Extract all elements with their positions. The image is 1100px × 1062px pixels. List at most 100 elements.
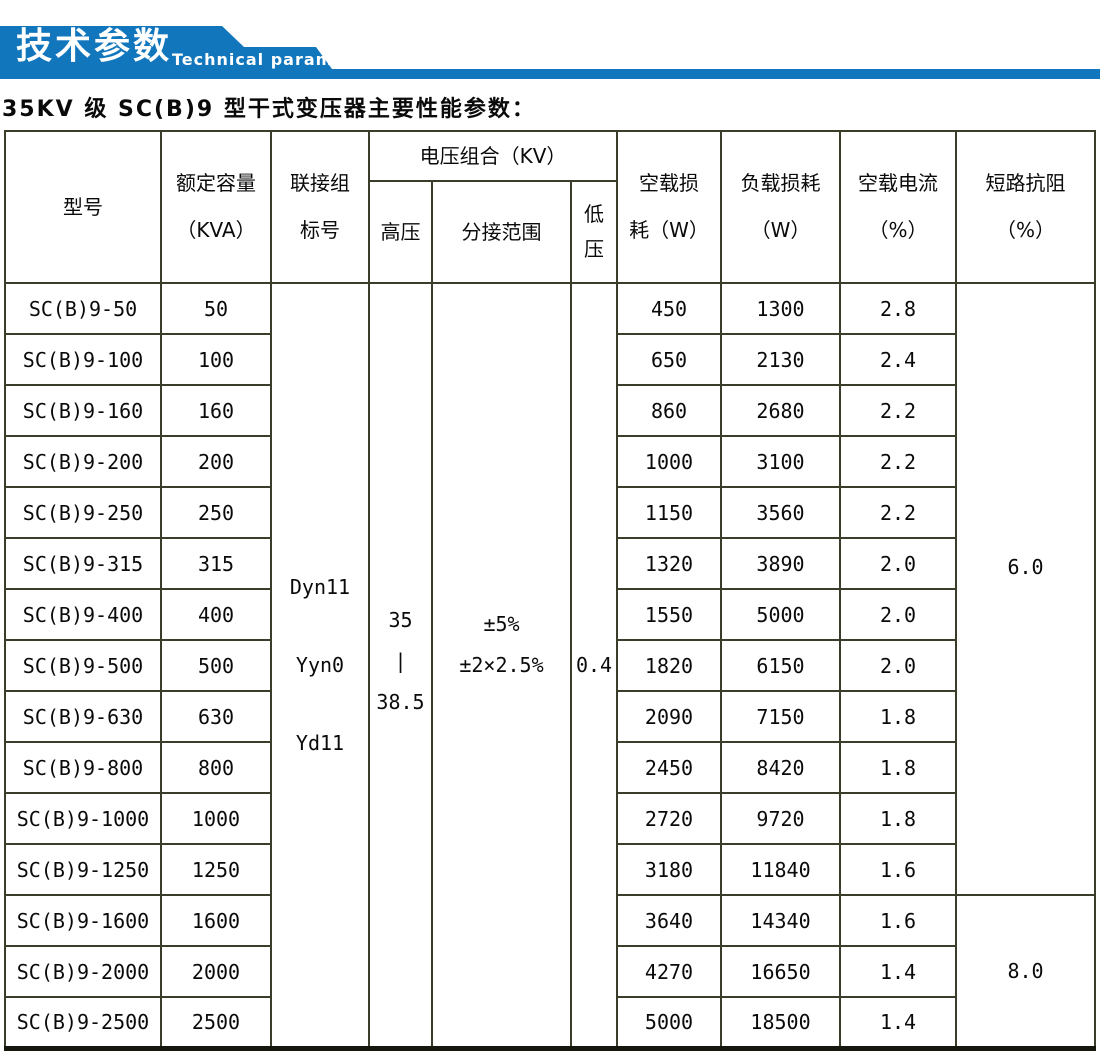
header-voltage-group-label: 电压组合（KV） bbox=[419, 143, 567, 168]
impedance-cell: 8.0 bbox=[955, 894, 1097, 1049]
kva-cell: 50 bbox=[160, 282, 272, 335]
banner-ribbon-polygon bbox=[0, 26, 1100, 79]
kva-cell: 100 bbox=[160, 333, 272, 386]
no-load-loss-cell: 3180 bbox=[616, 843, 723, 896]
header-load-loss: 负载损耗 （W） bbox=[720, 130, 842, 284]
header-no-load-loss: 空载损 耗（W） bbox=[616, 130, 723, 284]
kva-cell: 630 bbox=[160, 690, 272, 743]
kva-cell: 1250 bbox=[160, 843, 272, 896]
header-load-loss-line1: 负载损耗 bbox=[740, 171, 821, 195]
no-load-loss-cell: 2720 bbox=[616, 792, 723, 845]
tap-line: ±5% bbox=[483, 612, 520, 637]
banner: 技术参数 Technical parameter bbox=[0, 0, 1100, 80]
kva-cell: 200 bbox=[160, 435, 272, 488]
impedance-value: 6.0 bbox=[1007, 555, 1044, 579]
impedance-value: 8.0 bbox=[1007, 958, 1044, 983]
table-row: SC(B)9-800 800 2450 8420 1.8 bbox=[4, 741, 1095, 794]
header-voltage-group: 电压组合（KV） bbox=[367, 130, 619, 182]
header-impedance-line1: 短路抗阻 bbox=[985, 171, 1066, 195]
load-loss-cell: 9720 bbox=[720, 792, 842, 845]
header-load-loss-line2: （W） bbox=[750, 218, 811, 242]
vector-value: Dyn11 bbox=[289, 574, 351, 599]
table-row: SC(B)9-315 315 1320 3890 2.0 bbox=[4, 537, 1095, 590]
no-load-loss-cell: 3640 bbox=[616, 894, 723, 947]
model-cell: SC(B)9-2500 bbox=[4, 996, 162, 1049]
load-loss-cell: 3100 bbox=[720, 435, 842, 488]
no-load-current-cell: 1.6 bbox=[839, 843, 958, 896]
header-capacity-line2: （KVA） bbox=[176, 218, 256, 242]
impedance-cell: 6.0 bbox=[955, 282, 1097, 896]
model-cell: SC(B)9-250 bbox=[4, 486, 162, 539]
no-load-current-cell: 1.8 bbox=[839, 741, 958, 794]
load-loss-cell: 2130 bbox=[720, 333, 842, 386]
load-loss-cell: 7150 bbox=[720, 690, 842, 743]
banner-ribbon-shape bbox=[0, 26, 1100, 79]
no-load-loss-cell: 1820 bbox=[616, 639, 723, 692]
load-loss-cell: 1300 bbox=[720, 282, 842, 335]
no-load-loss-cell: 2450 bbox=[616, 741, 723, 794]
model-cell: SC(B)9-1600 bbox=[4, 894, 162, 947]
kva-cell: 2000 bbox=[160, 945, 272, 998]
vector-group-cell: Dyn11 Yyn0 Yd11 bbox=[270, 282, 370, 1049]
no-load-current-cell: 1.4 bbox=[839, 945, 958, 998]
header-impedance: 短路抗阻 （%） bbox=[955, 130, 1097, 284]
header-model: 型号 bbox=[4, 130, 162, 284]
table-row: SC(B)9-1250 1250 3180 11840 1.6 bbox=[4, 843, 1095, 896]
load-loss-cell: 11840 bbox=[720, 843, 842, 896]
model-cell: SC(B)9-630 bbox=[4, 690, 162, 743]
header-no-load-current: 空载电流 （%） bbox=[839, 130, 958, 284]
header-row-2: 高压 分接范围 低 压 bbox=[5, 180, 1095, 284]
model-cell: SC(B)9-100 bbox=[4, 333, 162, 386]
vector-value: Yd11 bbox=[295, 730, 345, 755]
no-load-loss-cell: 860 bbox=[616, 384, 723, 437]
header-model-label: 型号 bbox=[63, 194, 103, 219]
table-row: SC(B)9-200 200 1000 3100 2.2 bbox=[4, 435, 1095, 488]
header-no-load-current-line2: （%） bbox=[868, 218, 928, 242]
kva-cell: 800 bbox=[160, 741, 272, 794]
table-row: SC(B)9-1000 1000 2720 9720 1.8 bbox=[4, 792, 1095, 845]
table-row: SC(B)9-400 400 1550 5000 2.0 bbox=[4, 588, 1095, 641]
header-vector-line1: 联接组 bbox=[290, 171, 350, 195]
header-lv-line1: 低 bbox=[584, 202, 604, 226]
no-load-loss-cell: 5000 bbox=[616, 996, 723, 1049]
tap-line: ±2×2.5% bbox=[459, 653, 544, 678]
kva-cell: 400 bbox=[160, 588, 272, 641]
model-cell: SC(B)9-1000 bbox=[4, 792, 162, 845]
load-loss-cell: 3560 bbox=[720, 486, 842, 539]
banner-subtitle: Technical parameter bbox=[172, 50, 375, 69]
no-load-loss-cell: 1550 bbox=[616, 588, 723, 641]
header-no-load-loss-line1: 空载损 bbox=[639, 171, 700, 195]
no-load-current-cell: 2.4 bbox=[839, 333, 958, 386]
header-lv: 低 压 bbox=[569, 180, 619, 284]
model-cell: SC(B)9-200 bbox=[4, 435, 162, 488]
load-loss-cell: 8420 bbox=[720, 741, 842, 794]
model-cell: SC(B)9-50 bbox=[4, 282, 162, 335]
no-load-current-cell: 1.8 bbox=[839, 690, 958, 743]
header-hv-label: 高压 bbox=[380, 219, 421, 244]
table-header: 型号 额定容量 （KVA） 联接组 标号 电压组合（KV） 空载损 耗（W） 负… bbox=[4, 130, 1097, 284]
header-row-1: 型号 额定容量 （KVA） 联接组 标号 电压组合（KV） 空载损 耗（W） 负… bbox=[4, 130, 1097, 284]
header-vector-line2: 标号 bbox=[300, 218, 340, 242]
hv-line: 38.5 bbox=[376, 689, 425, 714]
header-tap-range-label: 分接范围 bbox=[461, 219, 542, 244]
header-vector-group: 联接组 标号 bbox=[270, 130, 370, 284]
kva-cell: 315 bbox=[160, 537, 272, 590]
kva-cell: 2500 bbox=[160, 996, 272, 1049]
model-cell: SC(B)9-1250 bbox=[4, 843, 162, 896]
table-row: SC(B)9-160 160 860 2680 2.2 bbox=[4, 384, 1095, 437]
no-load-current-cell: 2.0 bbox=[839, 588, 958, 641]
no-load-current-cell: 2.8 bbox=[839, 282, 958, 335]
model-cell: SC(B)9-2000 bbox=[4, 945, 162, 998]
model-cell: SC(B)9-400 bbox=[4, 588, 162, 641]
load-loss-cell: 2680 bbox=[720, 384, 842, 437]
header-lv-line2: 压 bbox=[584, 237, 604, 261]
model-cell: SC(B)9-800 bbox=[4, 741, 162, 794]
vector-value: Yyn0 bbox=[295, 652, 345, 677]
table-row: SC(B)9-500 500 1820 6150 2.0 bbox=[4, 639, 1095, 692]
kva-cell: 1000 bbox=[160, 792, 272, 845]
load-loss-cell: 14340 bbox=[720, 894, 842, 947]
no-load-current-cell: 2.2 bbox=[839, 435, 958, 488]
kva-cell: 160 bbox=[160, 384, 272, 437]
table-row: SC(B)9-2000 2000 4270 16650 1.4 bbox=[4, 945, 1095, 998]
model-cell: SC(B)9-500 bbox=[4, 639, 162, 692]
